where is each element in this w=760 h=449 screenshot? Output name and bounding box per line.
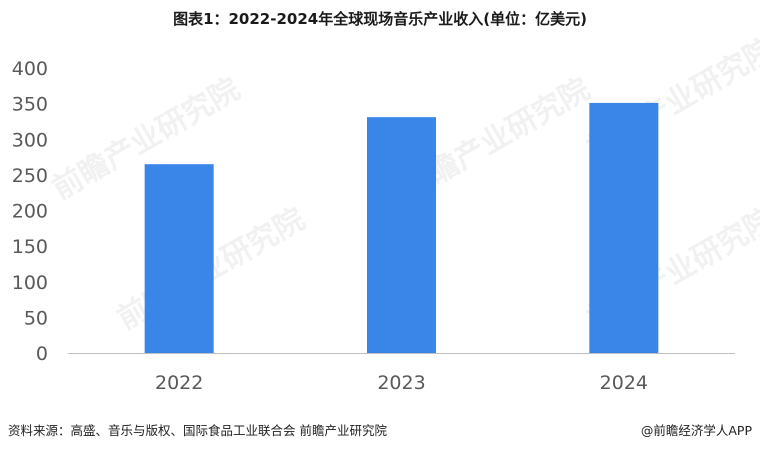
y-axis-ticks: 0 50 100 150 200 250 300 350 400: [12, 58, 48, 365]
y-tick-label: 400: [12, 58, 48, 80]
x-tick-label: 2024: [600, 372, 648, 394]
footer: 资料来源：高盛、音乐与版权、国际食品工业联合会 前瞻产业研究院 @前瞻经济学人A…: [8, 420, 752, 440]
bar-2023: [367, 117, 436, 353]
y-tick-label: 100: [12, 272, 48, 294]
y-tick-label: 150: [12, 236, 48, 258]
bars: [144, 102, 659, 353]
y-tick-label: 300: [12, 129, 48, 151]
x-tick-label: 2022: [155, 372, 203, 394]
bar-2024: [589, 102, 659, 353]
y-tick-label: 200: [12, 201, 48, 223]
source-note: 资料来源：高盛、音乐与版权、国际食品工业联合会 前瞻产业研究院: [8, 423, 387, 438]
brand-credit: @前瞻经济学人APP: [640, 423, 752, 438]
x-tick-label: 2023: [377, 372, 425, 394]
y-tick-label: 250: [12, 165, 48, 187]
x-axis-ticks: 2022 2023 2024: [155, 372, 648, 394]
y-tick-label: 0: [36, 343, 48, 365]
chart-title: 图表1：2022-2024年全球现场音乐产业收入(单位：亿美元): [173, 10, 587, 28]
bar-2022: [144, 164, 214, 353]
y-tick-label: 50: [24, 307, 48, 329]
y-tick-label: 350: [12, 94, 48, 116]
